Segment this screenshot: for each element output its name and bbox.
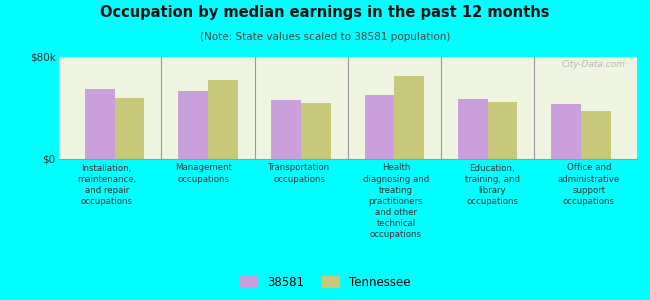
Bar [395,76,424,159]
Legend: 38581, Tennessee: 38581, Tennessee [237,273,413,291]
Bar [301,103,331,159]
Bar [551,104,581,159]
Bar [84,89,114,159]
Text: Office and
administrative
support
occupations: Office and administrative support occupa… [558,164,620,206]
Bar [114,98,144,159]
Text: Transportation
occupations: Transportation occupations [268,164,331,184]
Bar [458,99,488,159]
Bar [271,100,301,159]
Bar [581,110,611,159]
Bar [178,92,208,159]
Text: (Note: State values scaled to 38581 population): (Note: State values scaled to 38581 popu… [200,32,450,41]
Bar [208,80,238,159]
Bar [365,95,395,159]
Text: Occupation by median earnings in the past 12 months: Occupation by median earnings in the pas… [100,4,550,20]
Text: Management
occupations: Management occupations [175,164,231,184]
Text: City-Data.com: City-Data.com [562,60,625,69]
Text: Installation,
maintenance,
and repair
occupations: Installation, maintenance, and repair oc… [77,164,136,206]
Text: Education,
training, and
library
occupations: Education, training, and library occupat… [465,164,520,206]
Text: Health
diagnosing and
treating
practitioners
and other
technical
occupations: Health diagnosing and treating practitio… [363,164,429,239]
Bar [488,102,517,159]
